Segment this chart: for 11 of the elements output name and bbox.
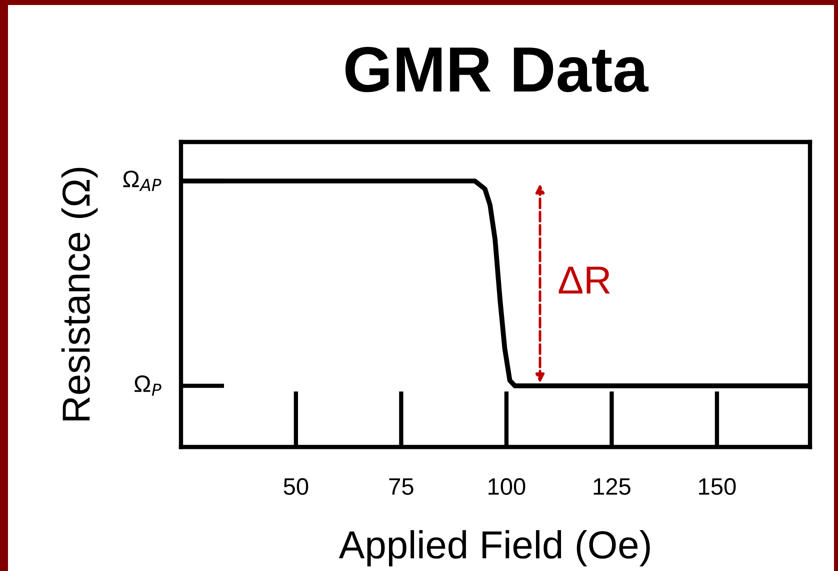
x-axis-title: Applied Field (Oe) xyxy=(338,530,650,566)
x-tick-label: 75 xyxy=(389,478,414,495)
x-tick-label: 50 xyxy=(284,478,308,495)
y-axis-title: Resistance (Ω) xyxy=(61,168,98,420)
x-tick-label: 150 xyxy=(699,478,736,495)
x-tick-label: 125 xyxy=(594,478,630,495)
text: Ω$_{P}$ xyxy=(134,375,162,396)
annotation: ΔR xyxy=(558,266,610,294)
chart-title: GMR Data xyxy=(345,46,649,92)
text: Ω$_{AP}$ xyxy=(123,170,162,191)
x-tick-label: 100 xyxy=(488,478,526,495)
